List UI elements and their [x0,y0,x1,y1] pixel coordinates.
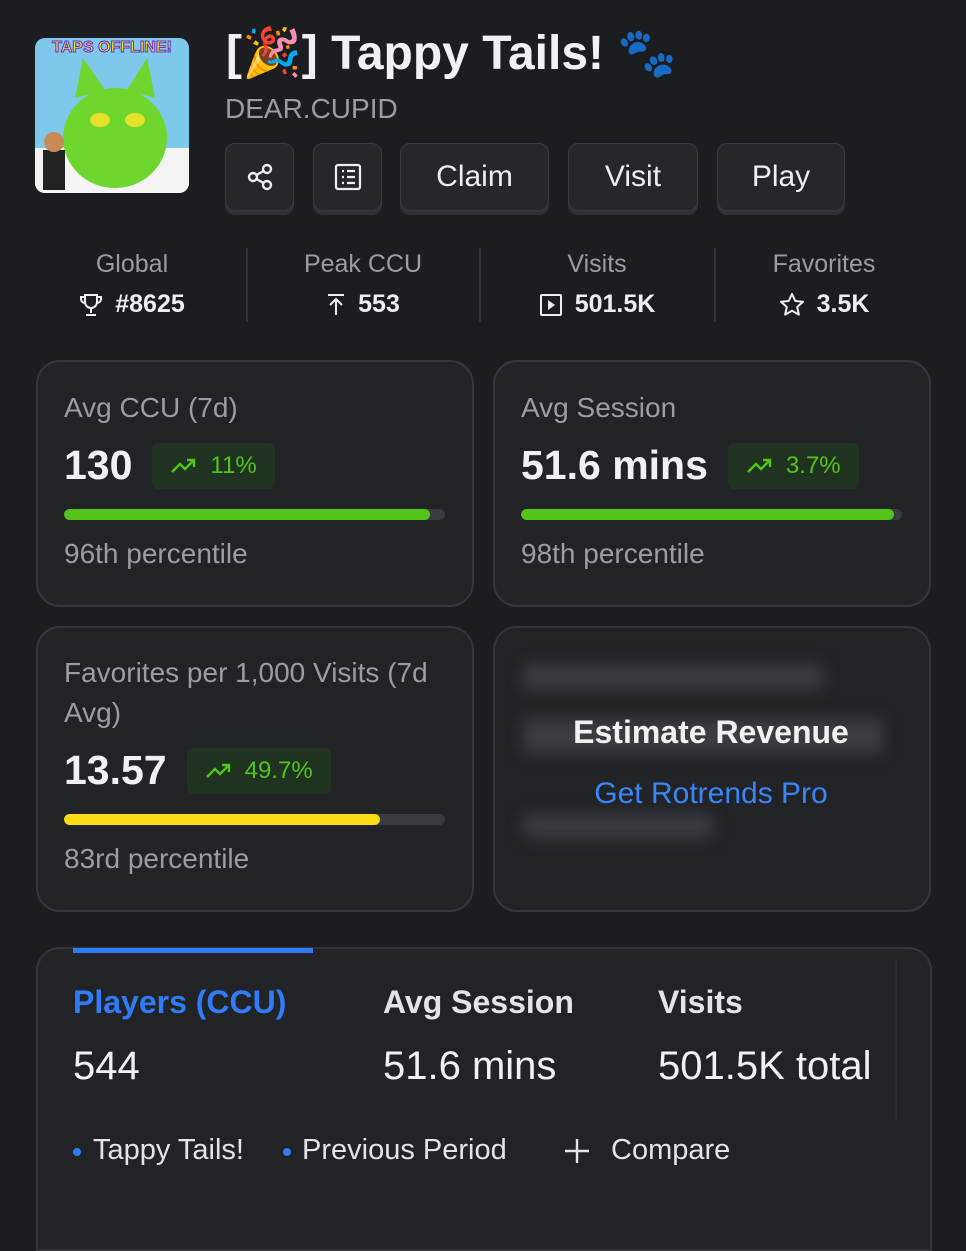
tab-label[interactable]: Avg Session [383,984,574,1020]
card-value-row: 51.6 mins 3.7% [521,442,859,489]
progress-fill [64,509,430,520]
active-tab-indicator [73,948,313,953]
game-title: [🎉] Tappy Tails! 🐾 [226,27,678,80]
compare-button[interactable]: Compare [563,1134,730,1167]
percentile-label: 83rd percentile [64,843,250,874]
share-button[interactable] [225,143,294,211]
progress-track [521,509,902,520]
stat-value: 501.5K [487,290,707,319]
compare-label: Compare [611,1134,731,1166]
tab-label[interactable]: Players (CCU) [73,984,287,1020]
progress-track [64,814,445,825]
percentile-label: 98th percentile [521,538,705,569]
tab-label[interactable]: Visits [658,984,743,1020]
change-value: 11% [210,451,257,479]
play-button[interactable]: Play [717,143,845,211]
share-icon [247,163,272,191]
star-icon [779,292,804,316]
change-badge: 11% [152,442,275,489]
divider [479,248,481,322]
trend-icon [205,763,230,778]
card-label: Avg CCU (7d) [64,392,238,423]
blurred-text [523,718,883,754]
blurred-text [523,664,823,690]
change-badge: 3.7% [727,442,859,489]
trend-icon [171,458,196,473]
change-value: 49.7% [244,756,313,784]
change-badge: 49.7% [186,747,331,794]
blurred-text [523,814,713,838]
card-value: 130 [64,442,133,488]
creator-name[interactable]: DEAR.CUPID [225,93,398,124]
scrollbar [894,960,897,1120]
stat-label: Global [95,250,169,278]
stat-label: Favorites [772,250,876,278]
tab-value: 544 [73,1044,140,1088]
claim-button[interactable]: Claim [400,143,549,211]
stat-label: Visits [567,250,627,278]
list-button[interactable] [313,143,382,211]
play-icon [539,293,562,316]
card-value: 13.57 [64,747,167,793]
card-label: Favorites per 1,000 Visits (7d Avg) [64,657,428,728]
legend-dot [283,1148,291,1156]
trophy-icon [80,293,103,316]
tab-value: 501.5K total [658,1044,872,1088]
progress-fill [521,509,895,520]
percentile-label: 96th percentile [64,538,248,569]
locked-card [493,626,931,912]
legend-label: Previous Period [302,1134,507,1166]
legend-label: Tappy Tails! [93,1134,244,1166]
stat-value: #8625 [22,290,242,319]
thumbnail-art: TAPS OFFLINE! [35,38,189,193]
legend-dot [73,1148,81,1156]
game-thumbnail: TAPS OFFLINE! [35,38,189,193]
stat-value: 553 [253,290,473,319]
change-value: 3.7% [785,451,841,479]
card-label: Avg Session [521,392,677,423]
card-value: 51.6 mins [521,442,708,488]
divider [246,248,248,322]
page: {"header": {"title": "[🎉] Tappy Tails! 🐾… [22,27,934,1251]
stat-value: 3.5K [714,290,934,319]
progress-fill [64,814,381,825]
plus-icon [565,1138,589,1163]
stat-value-text: 3.5K [816,290,870,318]
progress-track [64,509,445,520]
tab-value: 51.6 mins [383,1044,557,1088]
stat-value-text: 501.5K [574,290,656,318]
thumbnail-text: TAPS OFFLINE! [52,39,172,56]
visit-button[interactable]: Visit [568,143,698,211]
upgrade-link[interactable]: Get Rotrends Pro [594,777,828,810]
card-value-row: 13.57 49.7% [64,747,331,794]
peak-icon [328,293,345,315]
locked-title: Estimate Revenue [573,714,849,750]
stat-value-text: #8625 [115,290,185,318]
list-icon [334,163,361,191]
stat-label: Peak CCU [303,250,423,278]
trend-icon [747,458,772,473]
stat-value-text: 553 [358,290,400,318]
divider [714,248,716,322]
card-value-row: 130 11% [64,442,275,489]
